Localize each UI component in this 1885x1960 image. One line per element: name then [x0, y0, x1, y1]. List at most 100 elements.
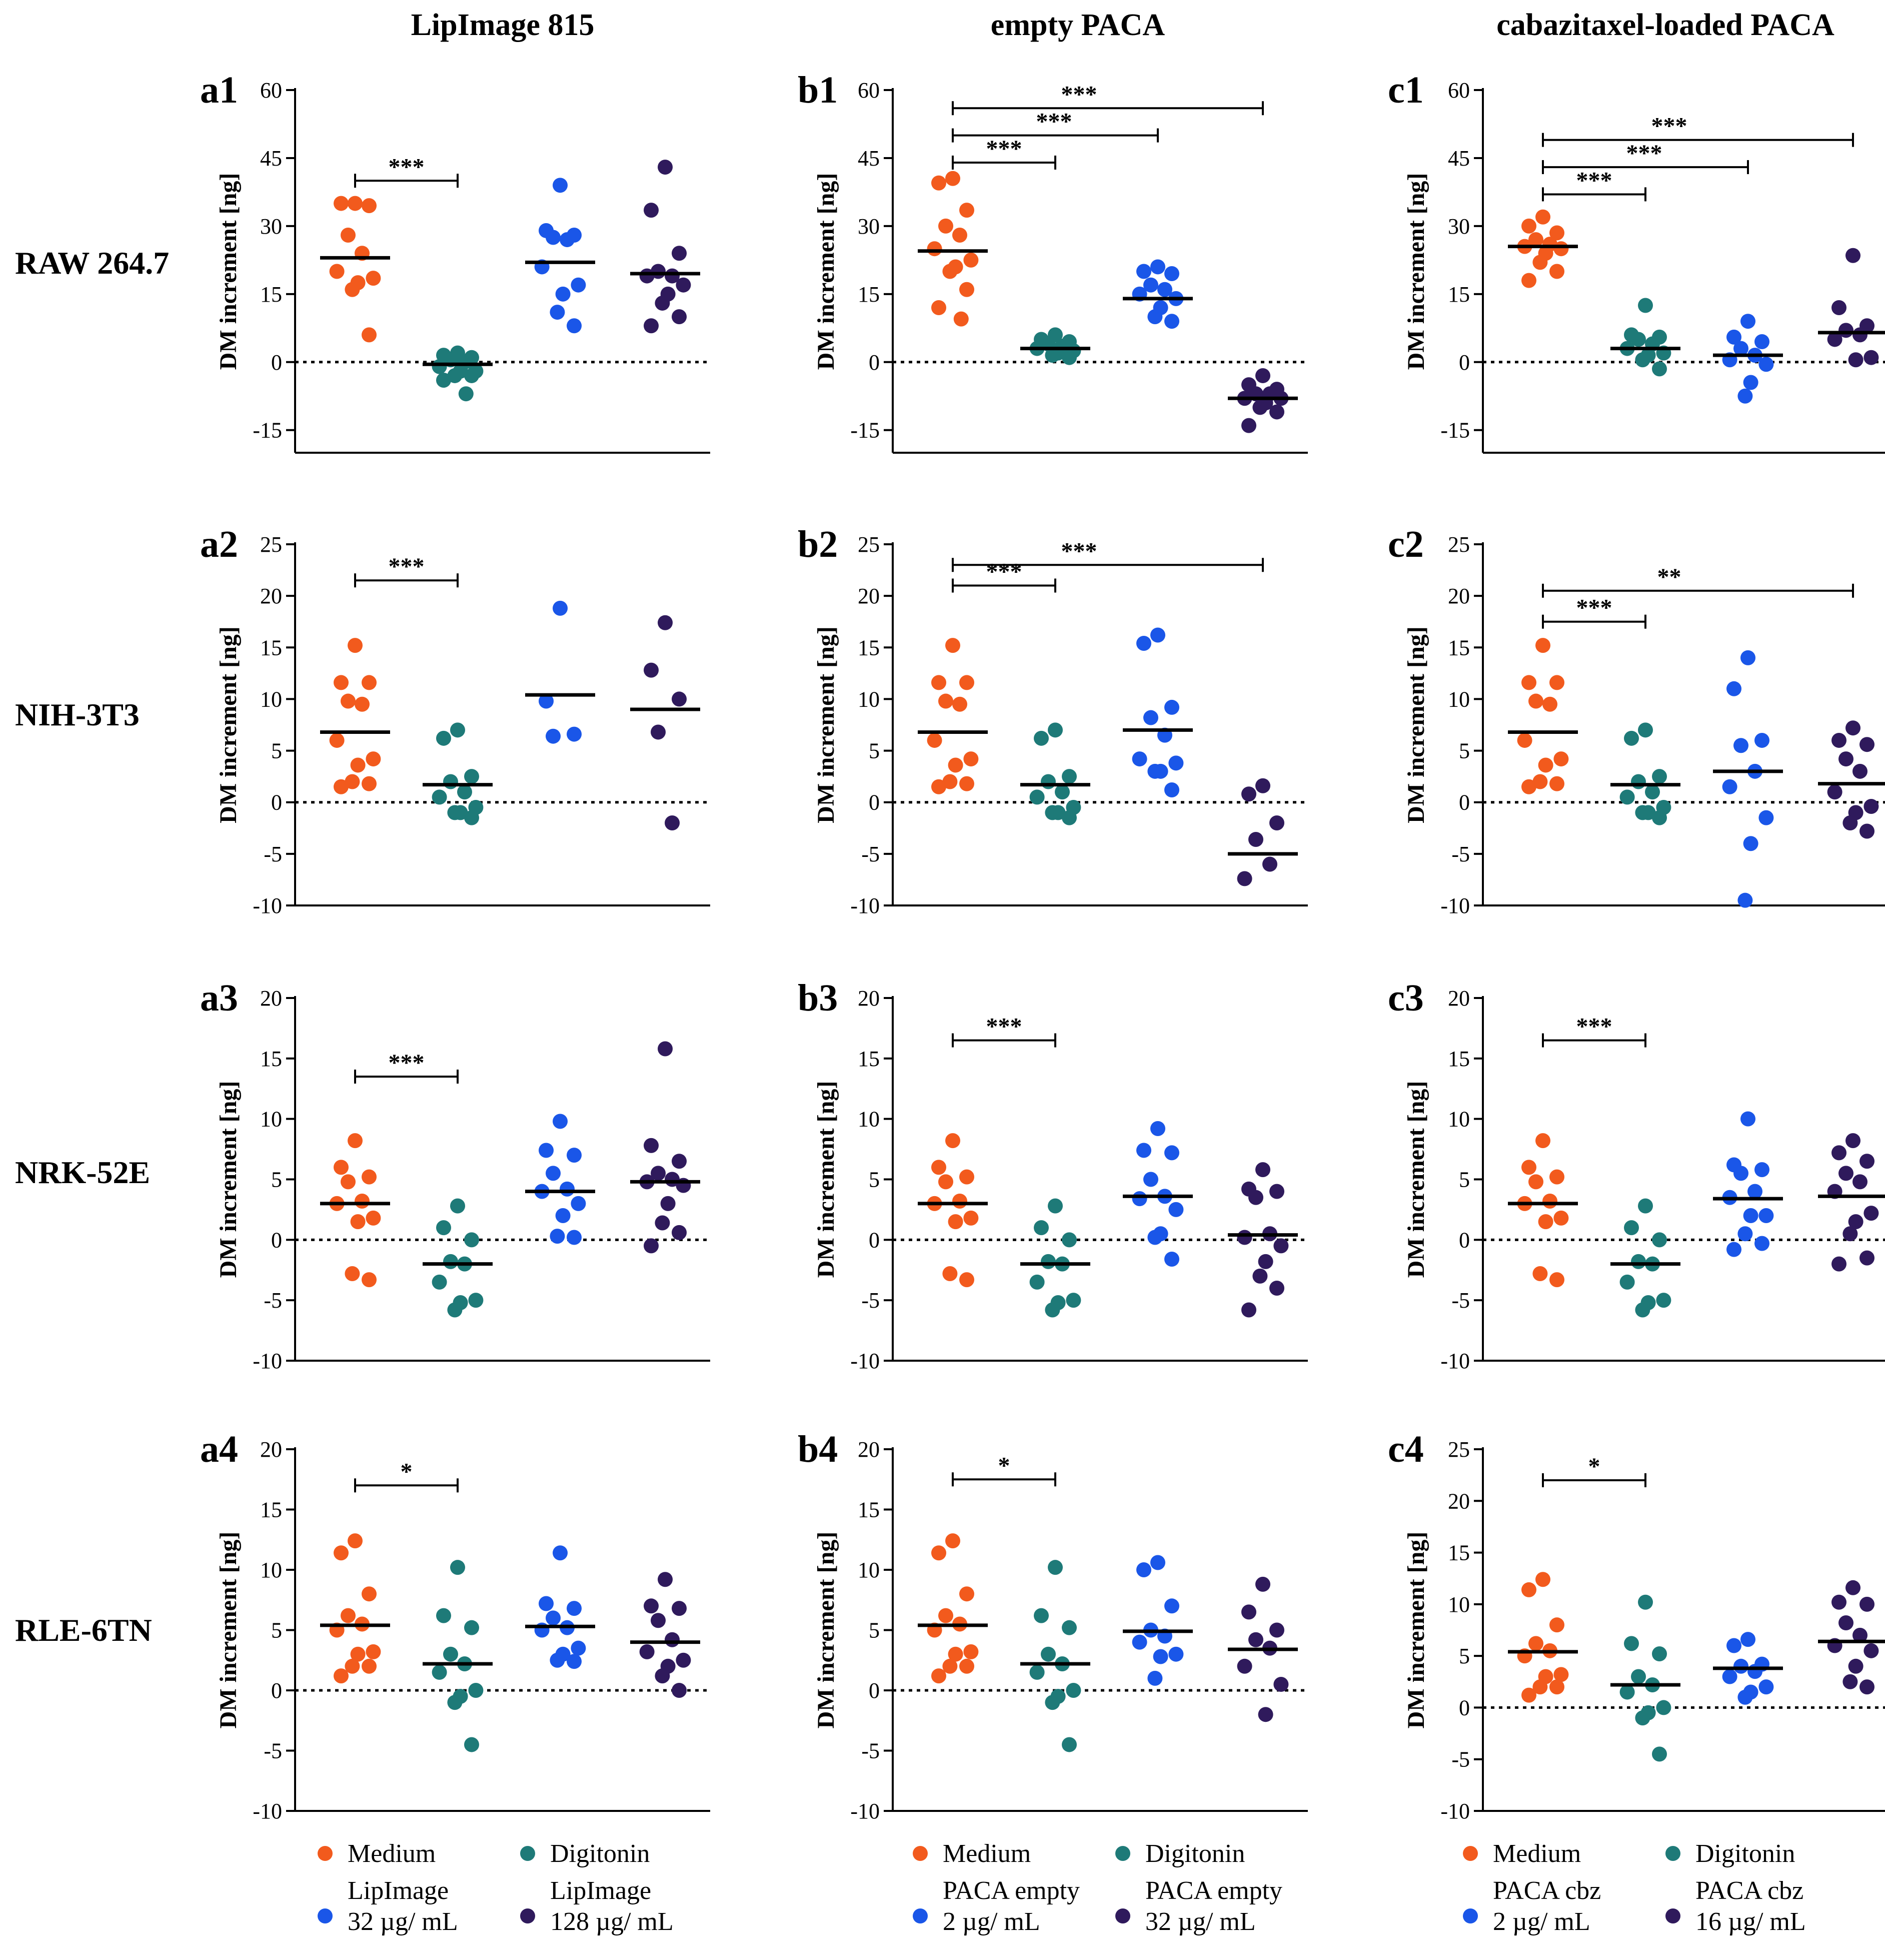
point-medium	[1532, 1679, 1548, 1695]
point-low	[1726, 1638, 1741, 1653]
point-low	[571, 1640, 586, 1656]
y-tick-label-a1: 0	[271, 350, 282, 375]
point-high	[665, 815, 680, 830]
point-digitonin	[1041, 774, 1056, 789]
point-low	[1157, 282, 1172, 297]
y-tick-label-a4: 15	[260, 1498, 282, 1522]
significance-label: ***	[986, 1014, 1022, 1040]
row-title-nih: NIH-3T3	[15, 697, 140, 732]
point-high	[1831, 300, 1846, 315]
point-digitonin	[447, 1695, 463, 1710]
point-low	[1754, 732, 1769, 748]
point-low	[1164, 1252, 1179, 1267]
y-tick-label-b4: 15	[858, 1498, 880, 1522]
point-digitonin	[464, 810, 479, 825]
point-medium	[959, 203, 974, 218]
point-high	[1248, 1190, 1263, 1205]
y-tick-label-c4: -5	[1451, 1747, 1470, 1772]
point-low	[1168, 1202, 1184, 1217]
point-high	[1863, 1643, 1879, 1658]
legend-marker-medium	[913, 1846, 928, 1861]
point-medium	[1542, 696, 1557, 712]
point-medium	[942, 1266, 958, 1281]
y-tick-label-b3: -10	[850, 1349, 880, 1373]
y-tick-label-a4: 20	[260, 1437, 282, 1462]
point-medium	[362, 198, 377, 214]
point-low	[1168, 1646, 1184, 1662]
point-low	[1132, 1634, 1147, 1650]
legend-label: Digitonin	[550, 1839, 650, 1868]
significance-bracket: ***	[354, 154, 459, 188]
point-medium	[927, 732, 942, 748]
point-low	[1758, 810, 1774, 825]
point-medium	[1517, 732, 1532, 748]
y-tick-label-a3: 15	[260, 1047, 282, 1071]
point-high	[1248, 831, 1263, 847]
point-medium	[938, 693, 953, 709]
point-low	[1164, 782, 1179, 797]
y-tick-label-c3: 20	[1448, 986, 1470, 1011]
point-digitonin	[436, 1608, 451, 1623]
y-tick-label-a4: 5	[271, 1618, 282, 1643]
point-high	[644, 203, 659, 218]
point-digitonin	[1034, 1220, 1049, 1236]
point-medium	[948, 1214, 963, 1230]
point-digitonin	[1041, 1254, 1056, 1269]
point-digitonin	[1631, 1254, 1646, 1269]
point-medium	[963, 1210, 979, 1226]
point-digitonin	[1055, 784, 1070, 800]
y-tick-label-b3: 15	[858, 1047, 880, 1071]
point-high	[1255, 368, 1270, 383]
point-high	[651, 724, 666, 740]
point-low	[1153, 1649, 1168, 1664]
y-axis-label-b1: DM increment [ng]	[813, 173, 839, 370]
y-tick-label-c3: -5	[1451, 1288, 1470, 1313]
y-tick-label-b1: 45	[858, 146, 880, 171]
significance-bracket: ***	[1542, 167, 1646, 202]
y-tick-label-a4: 0	[271, 1678, 282, 1703]
point-medium	[348, 196, 363, 211]
point-high	[655, 295, 670, 311]
point-digitonin	[1062, 769, 1077, 784]
point-medium	[1549, 1272, 1564, 1288]
point-medium	[1553, 1667, 1569, 1682]
point-digitonin	[447, 1302, 463, 1318]
y-axis-label-a1: DM increment [ng]	[215, 173, 242, 370]
y-tick-label-a2: 25	[260, 532, 282, 557]
point-digitonin	[1656, 1293, 1671, 1308]
point-high	[676, 277, 691, 293]
point-low	[553, 1545, 568, 1561]
point-medium	[345, 1266, 360, 1281]
legend-label: PACA cbz	[1695, 1876, 1803, 1905]
point-low	[1147, 309, 1163, 325]
point-medium	[963, 252, 979, 268]
y-axis-label-a2: DM increment [ng]	[215, 626, 242, 823]
point-low	[1758, 1679, 1774, 1695]
panel-label-b3: b3	[798, 977, 838, 1019]
point-low	[1740, 314, 1755, 329]
point-low	[1754, 1162, 1769, 1178]
point-low	[1722, 1669, 1737, 1684]
significance-label: *	[401, 1458, 413, 1485]
y-tick-label-b3: -5	[861, 1288, 880, 1313]
point-digitonin	[1034, 730, 1049, 746]
legend-label: 128 µg/ mL	[550, 1907, 674, 1936]
point-medium	[334, 196, 349, 211]
y-tick-label-a3: 10	[260, 1107, 282, 1132]
point-medium	[334, 779, 349, 794]
y-tick-label-a4: -10	[253, 1799, 282, 1823]
point-medium	[345, 1658, 360, 1674]
point-medium	[1535, 1572, 1550, 1587]
point-medium	[1535, 1133, 1550, 1149]
point-digitonin	[1034, 1608, 1049, 1623]
point-medium	[1535, 209, 1550, 225]
point-medium	[952, 696, 967, 712]
y-tick-label-b1: 15	[858, 282, 880, 307]
point-medium	[931, 675, 946, 690]
legend-marker-low	[1463, 1908, 1478, 1923]
y-tick-label-c4: 25	[1448, 1437, 1470, 1462]
point-medium	[1528, 1174, 1543, 1190]
point-digitonin	[432, 359, 447, 374]
y-tick-label-b2: -10	[850, 893, 880, 918]
point-low	[1740, 1111, 1755, 1127]
